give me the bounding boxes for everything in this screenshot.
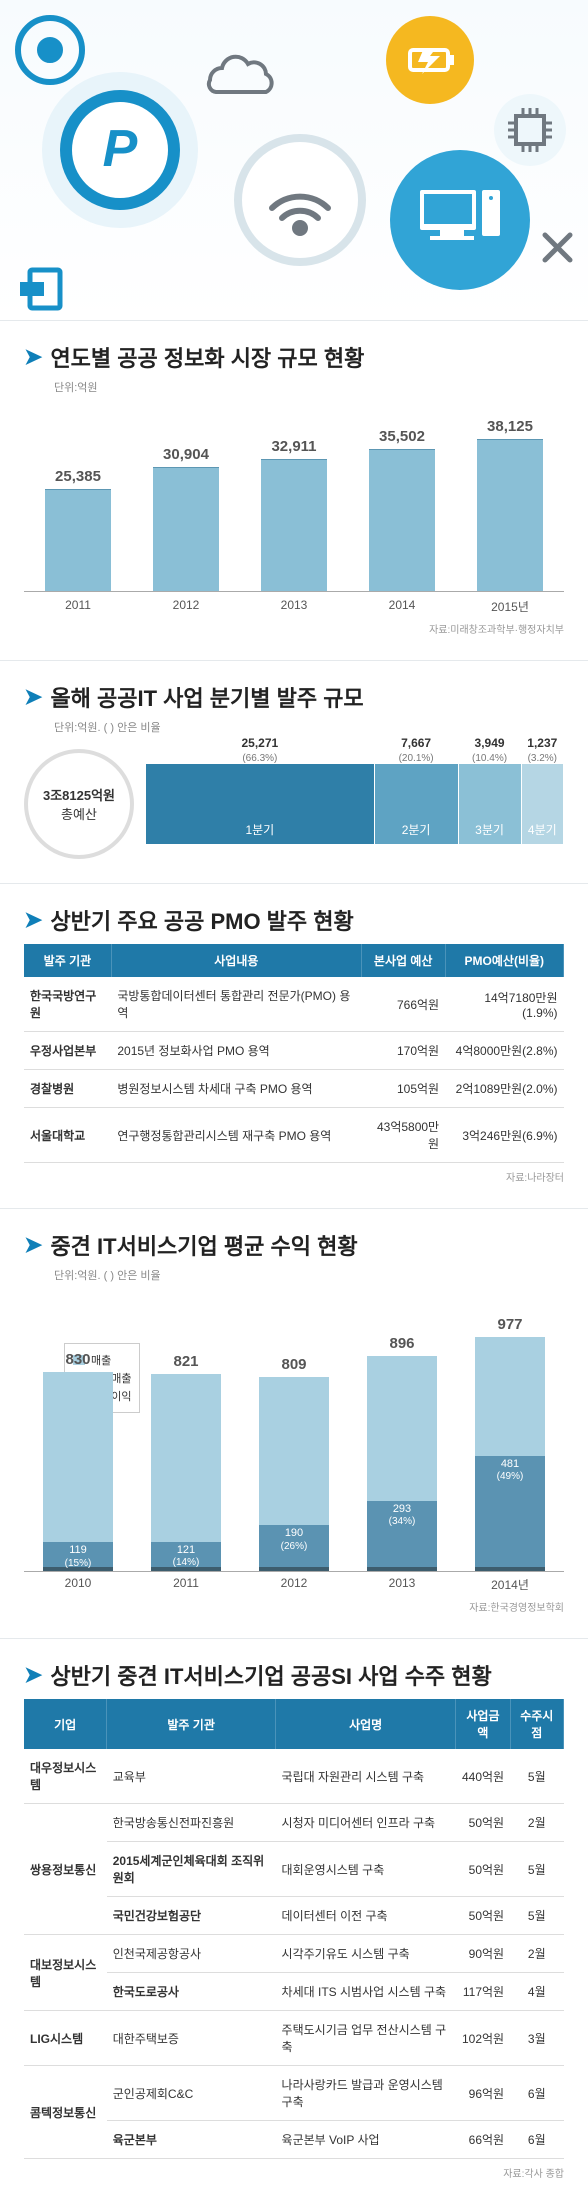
seg-pub: 119(15%): [43, 1542, 113, 1567]
table1: 발주 기관사업내용본사업 예산PMO예산(비율) 한국국방연구원국방통합데이터센…: [24, 944, 564, 1163]
bullet-icon: ➤: [24, 907, 42, 933]
x-label: 2012: [150, 598, 222, 615]
bar-value: 38,125: [487, 418, 533, 435]
seg-pub: 190(26%): [259, 1525, 329, 1567]
seg-pub: 121(14%): [151, 1542, 221, 1567]
table-row: 한국국방연구원국방통합데이터센터 통합관리 전문가(PMO) 용역766억원14…: [24, 977, 564, 1032]
svg-text:P: P: [103, 120, 138, 178]
stacked-bar-col: 896 14(1.6%) 293(34%): [362, 1335, 442, 1571]
chart1-unit: 단위:억원: [54, 379, 564, 395]
seg-rev: [367, 1356, 437, 1501]
chart2-bar: 25,271(66.3%)1분기7,667(20.1%)2분기3,949(10.…: [146, 764, 564, 844]
table-header: 사업내용: [111, 944, 361, 977]
chart2-total: 3조8125억원 총예산: [24, 749, 134, 859]
section-table2: ➤ 상반기 중견 IT서비스기업 공공SI 사업 수주 현황 기업발주 기관사업…: [0, 1638, 588, 2204]
chart3-source: 자료:한국경영정보학회: [24, 1599, 564, 1614]
seg-rev: [475, 1337, 545, 1456]
quarter-segment: 7,667(20.1%)2분기: [375, 764, 459, 844]
table-header: 수주시점: [510, 1699, 563, 1749]
bar: [369, 449, 435, 591]
bar: [153, 467, 219, 591]
seg-rev: [151, 1374, 221, 1542]
quarter-segment: 1,237(3.2%)4분기: [522, 764, 564, 844]
quarter-segment: 25,271(66.3%)1분기: [146, 764, 375, 844]
chart2-title: 올해 공공IT 사업 분기별 발주 규모: [50, 681, 363, 713]
table-header: 본사업 예산: [361, 944, 445, 977]
x-label: 2014년: [470, 1576, 550, 1593]
stacked-bar-col: 821 16(1.9%) 121(14%): [146, 1353, 226, 1571]
table-header: PMO예산(비율): [445, 944, 563, 977]
table-header: 사업명: [276, 1699, 456, 1749]
table-header: 기업: [24, 1699, 107, 1749]
bullet-icon: ➤: [24, 344, 42, 370]
table2: 기업발주 기관사업명사업금액수주시점 대우정보시스템교육부국립대 자원관리 시스…: [24, 1699, 564, 2159]
bar: [261, 459, 327, 591]
table-row: 대우정보시스템교육부국립대 자원관리 시스템 구축440억원5월: [24, 1749, 564, 1804]
table1-source: 자료:나라장터: [24, 1169, 564, 1184]
seg-pub: 481(49%): [475, 1456, 545, 1567]
bar-col: 25,385: [42, 468, 114, 591]
table-header: 발주 기관: [107, 1699, 276, 1749]
bar-col: 30,904: [150, 446, 222, 591]
table-row: 우정사업본부2015년 정보화사업 PMO 용역170억원4억8000만원(2.…: [24, 1032, 564, 1070]
stacked-bar-col: 977 1(0.1%) 481(49%): [470, 1316, 550, 1571]
bar-value: 30,904: [163, 446, 209, 463]
hero-illustration: P: [0, 0, 588, 320]
chart1: 25,385 30,904 32,911 35,502 38,125 2011 2…: [24, 405, 564, 615]
x-label: 2014: [366, 598, 438, 615]
x-label: 2011: [42, 598, 114, 615]
table-row: 서울대학교연구행정통합관리시스템 재구축 PMO 용역43억5800만원3억24…: [24, 1108, 564, 1163]
chart3: 매출공공매출영업이익 830 16(2%) 119(15%) 821 16(1.…: [24, 1293, 564, 1593]
table-row: 콤텍정보통신군인공제회C&C나라사랑카드 발급과 운영시스템 구축96억원6월: [24, 2066, 564, 2121]
bar-value: 32,911: [271, 438, 316, 455]
x-label: 2010: [38, 1576, 118, 1593]
bullet-icon: ➤: [24, 684, 42, 710]
table2-source: 자료:각사 종합: [24, 2165, 564, 2180]
table-row: 경찰병원병원정보시스템 차세대 구축 PMO 용역105억원2억1089만원(2…: [24, 1070, 564, 1108]
bar-value: 25,385: [55, 468, 101, 485]
quarter-segment: 3,949(10.4%)3분기: [459, 764, 522, 844]
bullet-icon: ➤: [24, 1232, 42, 1258]
bar-top-label: 809: [281, 1356, 306, 1373]
chart1-title: 연도별 공공 정보화 시장 규모 현황: [50, 341, 364, 373]
chart3-unit: 단위:억원. ( ) 안은 비율: [54, 1267, 564, 1283]
bar-top-label: 830: [65, 1351, 90, 1368]
table-row: 쌍용정보통신한국방송통신전파진흥원시청자 미디어센터 인프라 구축50억원2월: [24, 1804, 564, 1842]
section-chart1: ➤ 연도별 공공 정보화 시장 규모 현황 단위:억원 25,385 30,90…: [0, 320, 588, 660]
section-chart2: ➤ 올해 공공IT 사업 분기별 발주 규모 단위:억원. ( ) 안은 비율 …: [0, 660, 588, 883]
bar-top-label: 977: [497, 1316, 522, 1333]
seg-rev: [259, 1377, 329, 1526]
bar-col: 38,125: [474, 418, 546, 592]
x-label: 2013: [362, 1576, 442, 1593]
table-header: 발주 기관: [24, 944, 111, 977]
table-row: 대보정보시스템인천국제공항공사시각주기유도 시스템 구축90억원2월: [24, 1935, 564, 1973]
bullet-icon: ➤: [24, 1662, 42, 1688]
x-label: 2015년: [474, 598, 546, 615]
x-label: 2013: [258, 598, 330, 615]
table-header: 사업금액: [456, 1699, 510, 1749]
table2-title: 상반기 중견 IT서비스기업 공공SI 사업 수주 현황: [50, 1659, 491, 1691]
x-label: 2011: [146, 1576, 226, 1593]
stacked-bar-col: 830 16(2%) 119(15%): [38, 1351, 118, 1571]
bar: [477, 439, 543, 592]
chart3-title: 중견 IT서비스기업 평균 수익 현황: [50, 1229, 357, 1261]
bar-top-label: 821: [173, 1353, 198, 1370]
chart1-source: 자료:미래창조과학부·행정자치부: [24, 621, 564, 636]
bar-value: 35,502: [379, 428, 425, 445]
seg-rev: [43, 1372, 113, 1543]
table1-title: 상반기 주요 공공 PMO 발주 현황: [50, 904, 353, 936]
section-table1: ➤ 상반기 주요 공공 PMO 발주 현황 발주 기관사업내용본사업 예산PMO…: [0, 883, 588, 1208]
x-label: 2012: [254, 1576, 334, 1593]
section-chart3: ➤ 중견 IT서비스기업 평균 수익 현황 단위:억원. ( ) 안은 비율 매…: [0, 1208, 588, 1638]
bar-col: 35,502: [366, 428, 438, 591]
bar-top-label: 896: [389, 1335, 414, 1352]
bar: [45, 489, 111, 591]
bar-col: 32,911: [258, 438, 330, 591]
seg-pub: 293(34%): [367, 1501, 437, 1567]
chart2-unit: 단위:억원. ( ) 안은 비율: [54, 719, 564, 735]
stacked-bar-col: 809 17(2.1%) 190(26%): [254, 1356, 334, 1571]
table-row: LIG시스템대한주택보증주택도시기금 업무 전산시스템 구축102억원3월: [24, 2011, 564, 2066]
